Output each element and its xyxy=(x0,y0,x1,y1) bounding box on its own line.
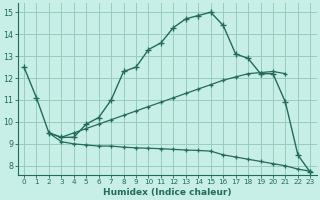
X-axis label: Humidex (Indice chaleur): Humidex (Indice chaleur) xyxy=(103,188,231,197)
